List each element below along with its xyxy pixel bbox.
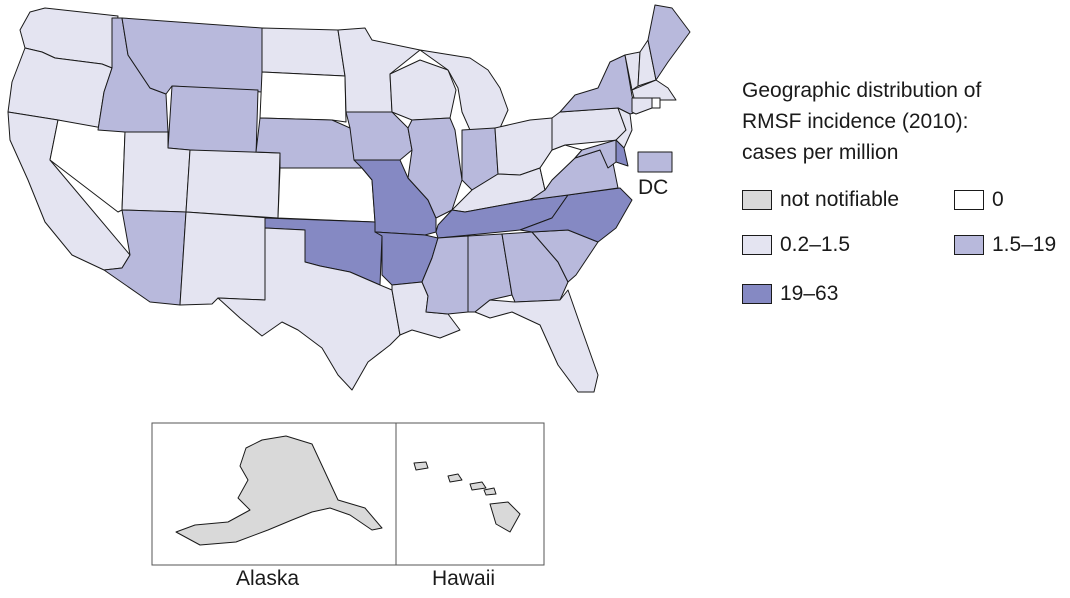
state-ks [277, 167, 376, 223]
state-md [574, 139, 617, 169]
legend-swatch [954, 235, 984, 255]
legend-label: 19–63 [780, 282, 839, 305]
state-nd [261, 27, 346, 77]
legend-item-not-notifiable: not notifiable [742, 187, 899, 213]
state-il [407, 117, 463, 219]
legend-label: 0 [992, 188, 1004, 211]
state-ia [345, 111, 413, 161]
legend-title-line-3: cases per million [742, 141, 899, 164]
state-wy [167, 85, 259, 157]
legend-label: 1.5–19 [992, 233, 1057, 256]
state-ct [631, 97, 653, 115]
legend-title-line-1: Geographic distribution of [742, 79, 982, 102]
legend-swatch [954, 190, 984, 210]
state-me [647, 4, 691, 81]
inset-label-alaska: Alaska [236, 567, 300, 590]
legend-item-zero: 0 [954, 187, 1004, 213]
state-fl [474, 289, 599, 393]
state-nm [179, 211, 271, 306]
dc-label: DC [638, 176, 669, 199]
state-wi [389, 59, 457, 121]
legend-label: not notifiable [780, 188, 900, 211]
inset-frame-hawaii [395, 422, 545, 566]
legend-item-low: 0.2–1.5 [742, 232, 850, 258]
state-mo [353, 159, 437, 236]
legend-title-line-2: RMSF incidence (2010): [742, 110, 969, 133]
legend-swatch [742, 284, 772, 304]
inset-label-hawaii: Hawaii [432, 567, 496, 590]
state-ri [651, 97, 661, 109]
legend-label: 0.2–1.5 [780, 233, 851, 256]
state-co [185, 149, 281, 219]
legend-title: Geographic distribution of RMSF incidenc… [742, 75, 1062, 168]
alaska-shape [175, 435, 383, 546]
legend-item-mid: 1.5–19 [954, 232, 1056, 258]
state-nc [519, 187, 633, 243]
state-tx [217, 227, 401, 391]
legend-item-high: 19–63 [742, 281, 838, 307]
legend-swatch [742, 235, 772, 255]
hawaii-islands [413, 461, 521, 533]
state-sd [259, 71, 347, 123]
dc-swatch [637, 151, 673, 173]
legend-swatch [742, 190, 772, 210]
